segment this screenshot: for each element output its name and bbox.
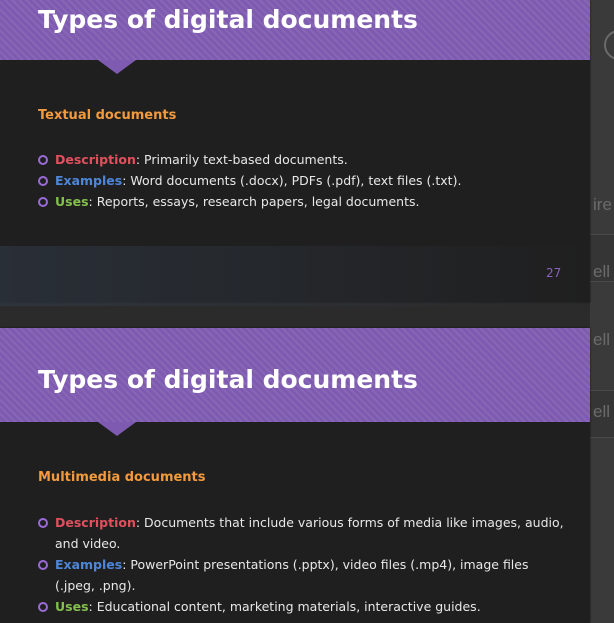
bullet-list: Description: Primarily text-based docume… bbox=[38, 149, 568, 212]
bullet-text: : Documents that include various forms o… bbox=[55, 515, 564, 551]
slide-header bbox=[0, 328, 590, 422]
background-row bbox=[590, 234, 614, 282]
bullet-text: : Word documents (.docx), PDFs (.pdf), t… bbox=[122, 173, 462, 188]
bullet-key: Uses bbox=[55, 194, 89, 209]
bullet-list: Description: Documents that include vari… bbox=[38, 512, 568, 617]
bullet-icon bbox=[38, 176, 48, 186]
bullet-item: Description: Primarily text-based docume… bbox=[38, 149, 568, 170]
bullet-item: Uses: Educational content, marketing mat… bbox=[38, 596, 568, 617]
section-title: Multimedia documents bbox=[38, 470, 206, 485]
section-title: Textual documents bbox=[38, 108, 177, 123]
bullet-item: Description: Documents that include vari… bbox=[38, 512, 568, 554]
bullet-text: : Primarily text-based documents. bbox=[135, 152, 348, 167]
bullet-item: Uses: Reports, essays, research papers, … bbox=[38, 191, 568, 212]
header-pointer bbox=[98, 60, 136, 74]
bullet-key: Description bbox=[55, 152, 136, 167]
bullet-icon bbox=[38, 518, 48, 528]
background-text: ell bbox=[593, 330, 611, 349]
bullet-icon bbox=[38, 197, 48, 207]
background-panel bbox=[590, 0, 614, 623]
bullet-key: Uses bbox=[55, 599, 89, 614]
header-pointer bbox=[98, 422, 136, 436]
bullet-item: Examples: Word documents (.docx), PDFs (… bbox=[38, 170, 568, 191]
background-text: ell bbox=[593, 402, 611, 421]
slide-header bbox=[0, 0, 590, 60]
bullet-item: Examples: PowerPoint presentations (.ppt… bbox=[38, 554, 568, 596]
bullet-key: Examples bbox=[55, 173, 123, 188]
bullet-text: : Reports, essays, research papers, lega… bbox=[88, 194, 420, 209]
background-text: ire bbox=[593, 195, 612, 214]
bullet-icon bbox=[38, 602, 48, 612]
background-shadow bbox=[0, 246, 590, 306]
slide-title: Types of digital documents bbox=[38, 365, 418, 394]
bullet-key: Examples bbox=[55, 557, 123, 572]
bullet-icon bbox=[38, 560, 48, 570]
slide-2: Types of digital documents Multimedia do… bbox=[0, 328, 590, 623]
bullet-text: : Educational content, marketing materia… bbox=[88, 599, 481, 614]
background-row bbox=[590, 390, 614, 438]
bullet-icon bbox=[38, 155, 48, 165]
background-text: ell bbox=[593, 262, 611, 281]
bullet-key: Description bbox=[55, 515, 136, 530]
bullet-text: : PowerPoint presentations (.pptx), vide… bbox=[55, 557, 529, 593]
slide-title: Types of digital documents bbox=[38, 5, 418, 34]
